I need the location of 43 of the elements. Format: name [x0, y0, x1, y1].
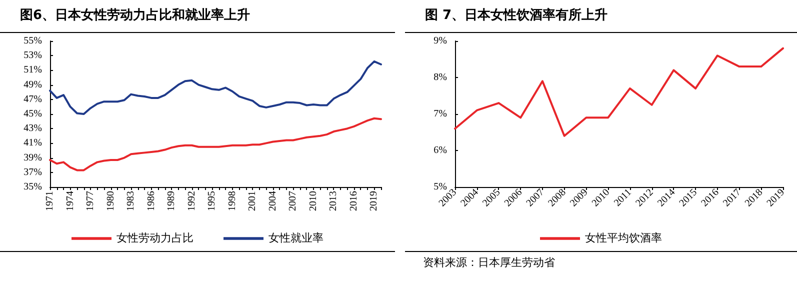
- y-tick-label: 7%: [434, 108, 447, 120]
- y-tick-label: 35%: [24, 182, 42, 192]
- x-tick-label: 1992: [186, 191, 198, 211]
- y-tick-label: 51%: [24, 64, 42, 76]
- x-tick-label: 2019: [368, 191, 380, 211]
- y-tick-label: 6%: [434, 145, 447, 156]
- x-tick-label: 2001: [247, 191, 258, 211]
- y-tick-label: 37%: [24, 166, 42, 178]
- legend-label: 女性就业率: [268, 232, 324, 244]
- line-series: [454, 47, 784, 137]
- y-tick-label: 53%: [24, 50, 42, 62]
- x-tick-label: 1971: [44, 191, 56, 211]
- y-tick-label: 45%: [24, 108, 42, 120]
- x-tick-label: 1980: [105, 191, 116, 211]
- x-tick-label: 2011: [612, 187, 634, 209]
- y-tick-label: 8%: [434, 72, 447, 83]
- x-tick-label: 1995: [206, 191, 218, 211]
- y-tick-label: 41%: [24, 138, 42, 149]
- y-tick-label: 39%: [24, 152, 42, 164]
- x-tick-label: 2010: [308, 191, 319, 211]
- x-tick-label: 1986: [146, 191, 157, 211]
- y-tick-label: 9%: [434, 36, 447, 46]
- line-series: [49, 117, 382, 172]
- chart-title: 图 7、日本女性饮酒率有所上升: [405, 0, 797, 33]
- y-tick-label: 43%: [24, 123, 42, 134]
- y-tick-label: 47%: [24, 94, 42, 105]
- x-tick-label: 2007: [288, 191, 299, 211]
- x-tick-label: 2013: [328, 191, 340, 211]
- y-tick-label: 55%: [24, 36, 42, 46]
- y-tick-label: 5%: [434, 182, 447, 192]
- x-tick-label: 2004: [267, 191, 278, 211]
- text: 资料来源：日本厚生劳动省: [423, 255, 556, 270]
- legend-label: 女性劳动力占比: [116, 232, 194, 244]
- x-tick-label: 1974: [64, 191, 76, 211]
- x-tick-label: 1983: [126, 191, 137, 211]
- legend-label: 女性平均饮酒率: [585, 232, 662, 244]
- x-tick-label: 1998: [226, 191, 238, 211]
- line-series: [49, 60, 382, 115]
- x-tick-label: 1977: [85, 191, 96, 211]
- chart-title: 图6、日本女性劳动力占比和就业率上升: [0, 0, 395, 33]
- x-tick-label: 1989: [166, 191, 178, 211]
- x-tick-label: 2016: [348, 191, 360, 211]
- y-tick-label: 49%: [24, 79, 42, 90]
